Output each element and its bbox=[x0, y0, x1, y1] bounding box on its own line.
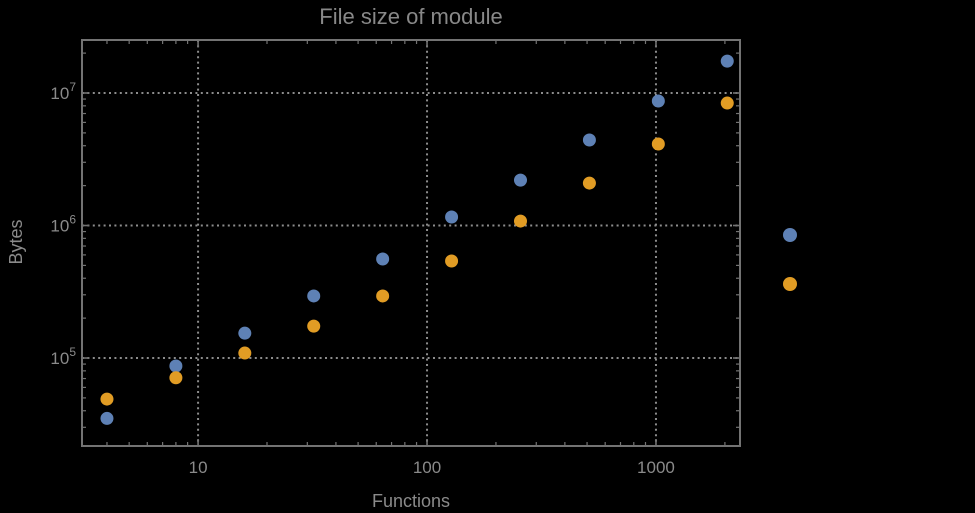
chart-title: File size of module bbox=[319, 4, 503, 29]
data-point-series-2 bbox=[445, 254, 459, 268]
y-tick-label: 107 bbox=[50, 80, 76, 103]
data-point-series-2 bbox=[651, 137, 665, 151]
data-point-series-1 bbox=[720, 54, 734, 68]
data-point-series-1 bbox=[307, 289, 321, 303]
data-point-series-2 bbox=[376, 289, 390, 303]
data-point-series-2 bbox=[720, 96, 734, 110]
x-tick-label: 100 bbox=[413, 458, 441, 477]
data-point-series-1 bbox=[513, 173, 527, 187]
plot-frame bbox=[81, 39, 741, 447]
data-point-series-1 bbox=[238, 326, 252, 340]
data-point-series-2 bbox=[238, 346, 252, 360]
data-point-series-1 bbox=[582, 133, 596, 147]
y-axis-label: Bytes bbox=[6, 219, 26, 265]
legend-marker-series-1 bbox=[783, 228, 797, 242]
data-point-series-2 bbox=[169, 371, 183, 385]
legend-marker-series-2 bbox=[783, 277, 797, 291]
x-tick-label: 1000 bbox=[637, 458, 675, 477]
data-point-series-2 bbox=[100, 392, 114, 406]
data-point-series-2 bbox=[582, 176, 596, 190]
y-tick-label: 105 bbox=[50, 345, 76, 368]
data-point-series-1 bbox=[376, 252, 390, 266]
data-point-series-1 bbox=[100, 411, 114, 425]
data-point-series-1 bbox=[169, 359, 183, 373]
x-axis-label: Functions bbox=[371, 491, 451, 511]
data-point-series-2 bbox=[307, 319, 321, 333]
x-tick-label: 10 bbox=[189, 458, 208, 477]
data-point-series-1 bbox=[445, 210, 459, 224]
data-point-series-2 bbox=[513, 214, 527, 228]
y-tick-label: 106 bbox=[50, 213, 76, 236]
data-point-series-1 bbox=[651, 94, 665, 108]
